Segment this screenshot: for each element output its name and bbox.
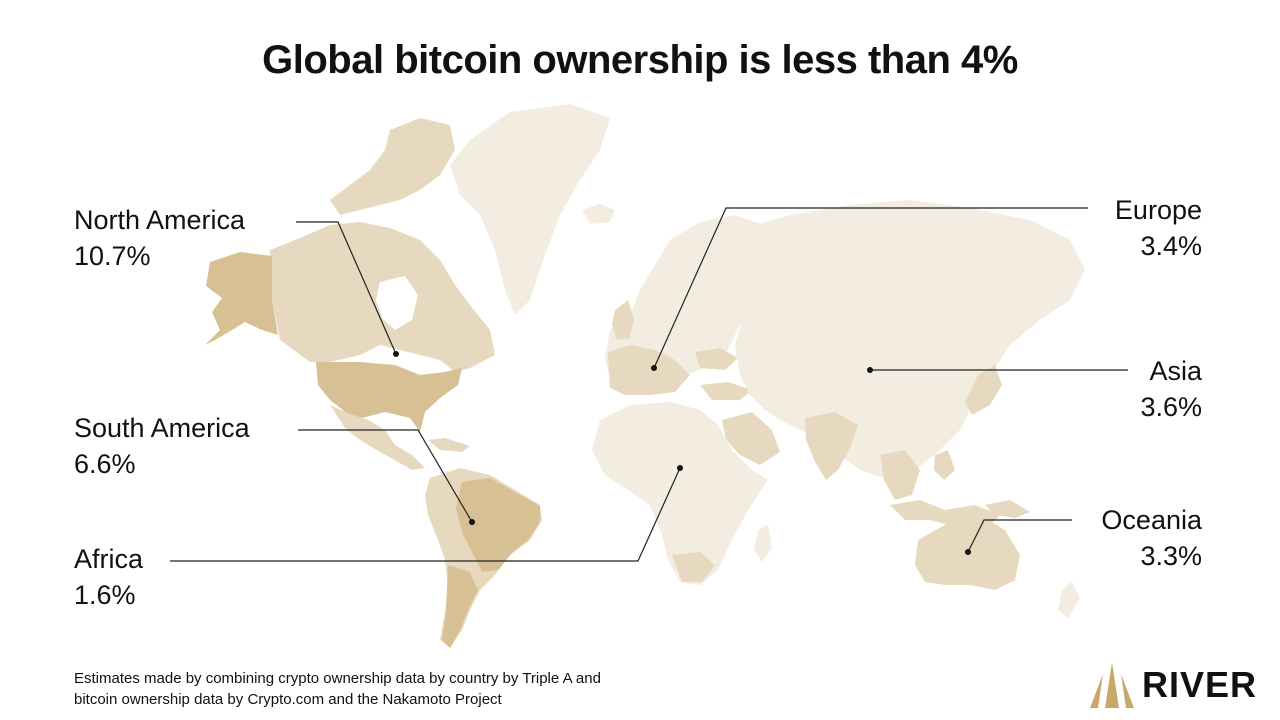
region-name: North America — [74, 205, 246, 235]
hudson-bay-shape — [376, 276, 418, 330]
north-america-leader-line — [296, 221, 397, 355]
region-percent: 3.3% — [1140, 541, 1202, 571]
region-percent: 3.6% — [1140, 392, 1202, 422]
region-name: Europe — [1114, 195, 1202, 225]
africa-marker — [677, 465, 683, 471]
region-percent: 3.4% — [1140, 231, 1202, 261]
europe-marker — [651, 365, 657, 371]
source-footnote: Estimates made by combining crypto owner… — [74, 668, 714, 710]
africa-leader-line — [170, 467, 681, 562]
papua-shape — [985, 500, 1030, 518]
region-percent: 6.6% — [74, 449, 136, 479]
india-shape — [805, 412, 858, 480]
caribbean-shape — [428, 438, 470, 452]
greenland-shape — [450, 104, 610, 315]
oceania-leader-line — [967, 519, 1072, 553]
usa-shape — [316, 362, 462, 432]
ukraine-shape — [695, 348, 738, 370]
southeast-asia-shape — [880, 450, 920, 500]
region-name: Oceania — [1101, 505, 1202, 535]
region-name: Asia — [1149, 356, 1202, 386]
river-logo-text: RIVER — [1142, 664, 1258, 705]
south-africa-shape — [672, 552, 715, 582]
new-zealand-shape — [1058, 582, 1080, 618]
river-logo-icon — [1090, 662, 1134, 708]
region-label-north-america: North America 10.7% — [74, 202, 245, 274]
madagascar-shape — [754, 525, 772, 562]
region-name: South America — [74, 413, 250, 443]
north-america-marker — [393, 351, 399, 357]
footnote-line: Estimates made by combining crypto owner… — [74, 670, 601, 687]
europe-shape — [605, 215, 770, 392]
asia-marker — [867, 367, 873, 373]
uk-shape — [612, 300, 634, 340]
iceland-shape — [582, 204, 615, 224]
region-name: Africa — [74, 544, 144, 574]
europe-leader-line — [653, 207, 1088, 369]
region-percent: 10.7% — [74, 241, 151, 271]
footnote-line: bitcoin ownership data by Crypto.com and… — [74, 691, 502, 708]
africa-shape — [592, 402, 768, 585]
arctic-islands-shape — [330, 118, 455, 215]
page-title: Global bitcoin ownership is less than 4% — [262, 38, 1018, 82]
region-percent: 1.6% — [74, 580, 136, 610]
region-label-asia: Asia 3.6% — [1140, 353, 1202, 425]
japan-shape — [965, 365, 1002, 415]
oceania-marker — [965, 549, 971, 555]
western-europe-shape — [608, 345, 690, 395]
region-label-europe: Europe 3.4% — [1115, 192, 1202, 264]
asia-shape — [735, 200, 1085, 480]
brazil-shape — [456, 478, 540, 572]
arabia-shape — [722, 412, 780, 465]
region-label-africa: Africa 1.6% — [74, 541, 143, 613]
alaska-shape — [205, 252, 278, 345]
south-america-marker — [469, 519, 475, 525]
river-logo: RIVER — [1086, 660, 1276, 712]
region-label-south-america: South America 6.6% — [74, 410, 250, 482]
region-label-oceania: Oceania 3.3% — [1101, 502, 1202, 574]
philippines-shape — [934, 450, 955, 480]
south-america-leader-line — [298, 429, 473, 523]
mexico-shape — [330, 405, 425, 470]
southern-cone-shape — [442, 565, 478, 648]
turkey-shape — [700, 382, 752, 400]
